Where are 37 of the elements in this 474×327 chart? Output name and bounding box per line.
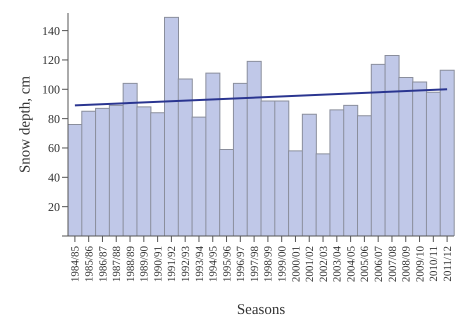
y-tick-label: 80 — [48, 112, 60, 126]
x-tick-label: 2010/11 — [428, 246, 440, 282]
x-tick-label: 1990/91 — [152, 246, 164, 282]
x-tick-label: 2007/08 — [386, 246, 399, 282]
x-tick-label: 2003/04 — [332, 246, 344, 282]
x-tick-label: 1998/99 — [262, 246, 275, 282]
x-tick-label: 1989/90 — [138, 246, 151, 282]
x-tick-label: 1994/95 — [208, 246, 220, 282]
x-tick-label: 2002/03 — [318, 246, 330, 282]
x-tick-label: 2006/07 — [372, 246, 385, 282]
x-tick-label: 1996/97 — [235, 246, 248, 282]
x-tick-label: 1991/92 — [166, 246, 178, 282]
y-tick-label: 100 — [42, 82, 60, 97]
x-tick-label: 2001/02 — [304, 246, 316, 282]
x-tick-label: 1992/93 — [180, 246, 192, 282]
y-tick-label: 140 — [42, 24, 60, 38]
x-tick-label: 2004/05 — [345, 246, 358, 282]
x-tick-label: 1984/85 — [70, 246, 82, 282]
x-tick-label: 1999/00 — [276, 246, 288, 282]
x-tick-label: 2009/10 — [414, 246, 426, 282]
x-tick-label: 1985/86 — [83, 246, 96, 282]
x-tick-label: 1993/94 — [194, 246, 206, 282]
x-tick-label: 1995/96 — [221, 246, 234, 282]
x-tick-label: 2011/12 — [442, 246, 454, 282]
x-axis-title: Seasons — [236, 302, 286, 318]
x-tick-label: 1988/89 — [124, 246, 137, 282]
x-tick-label: 2000/01 — [290, 246, 302, 282]
y-axis-title: Snow depth, cm — [17, 76, 34, 174]
y-tick-label: 20 — [48, 200, 60, 214]
x-tick-label: 1987/88 — [111, 246, 124, 282]
y-tick-label: 60 — [48, 141, 60, 156]
x-tick-label: 2008/09 — [400, 246, 413, 282]
x-tick-label: 2005/06 — [359, 246, 372, 282]
y-tick-label: 40 — [48, 170, 60, 185]
x-tick-label: 1986/87 — [97, 246, 110, 282]
y-tick-label: 120 — [42, 53, 60, 68]
x-tick-label: 1997/98 — [248, 246, 261, 282]
